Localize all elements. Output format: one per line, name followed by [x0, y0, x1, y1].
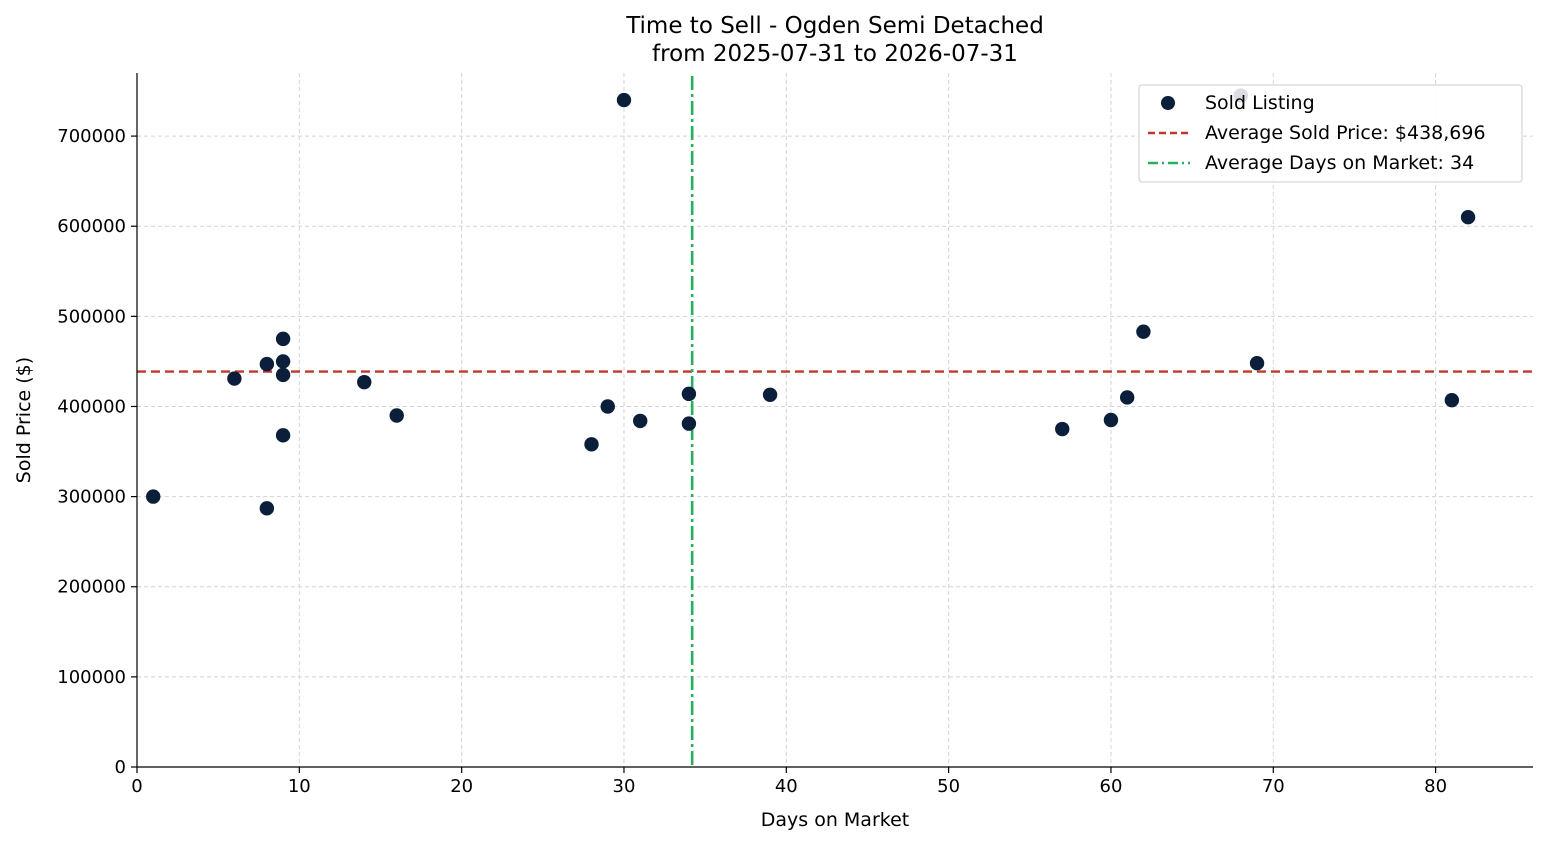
chart-subtitle: from 2025-07-31 to 2026-07-31 [652, 41, 1018, 67]
x-tick-label: 80 [1424, 776, 1447, 797]
data-point [1103, 412, 1119, 428]
x-tick-label: 20 [450, 776, 473, 797]
x-tick-label: 40 [775, 776, 798, 797]
y-tick-label: 700000 [57, 126, 126, 147]
x-tick-label: 70 [1262, 776, 1285, 797]
x-axis-ticks: 0 10 20 30 40 50 60 70 80 [131, 767, 1447, 797]
x-tick-label: 50 [937, 776, 960, 797]
legend-label-average-price: Average Sold Price: $438,696 [1205, 122, 1486, 144]
y-tick-label: 100000 [57, 667, 126, 688]
y-tick-label: 300000 [57, 487, 126, 508]
legend-box [1138, 84, 1523, 183]
data-point [275, 354, 291, 369]
y-tick-label: 200000 [57, 577, 126, 598]
data-point [1460, 210, 1476, 225]
data-point [227, 371, 242, 386]
y-tick-label: 0 [115, 757, 126, 778]
data-point [762, 387, 778, 402]
data-point [259, 501, 275, 516]
y-tick-label: 400000 [57, 396, 126, 417]
data-point [1136, 324, 1151, 339]
data-point [633, 413, 648, 429]
legend-label-sold-listing: Sold Listing [1205, 92, 1315, 114]
x-axis-title: Days on Market [761, 809, 909, 831]
x-tick-label: 30 [613, 776, 636, 797]
data-point [1119, 390, 1135, 405]
data-point [1055, 421, 1070, 437]
y-tick-label: 600000 [57, 216, 126, 237]
chart-title: Time to Sell - Ogden Semi Detached [625, 13, 1044, 39]
legend: Sold Listing Average Sold Price: $438,69… [1138, 84, 1523, 183]
data-point [389, 408, 404, 423]
legend-label-average-days: Average Days on Market: 34 [1205, 152, 1474, 174]
data-point [357, 374, 372, 390]
data-point [275, 367, 291, 383]
y-axis-ticks: 0 100000 200000 300000 400000 500000 600000 700… [57, 126, 137, 778]
legend-marker-sold-listing [1161, 96, 1175, 110]
data-point [275, 428, 291, 443]
data-point [600, 399, 615, 414]
x-tick-label: 0 [131, 776, 142, 797]
x-tick-label: 10 [288, 776, 311, 797]
data-point [584, 437, 599, 452]
data-point [259, 356, 275, 372]
data-point [146, 489, 161, 504]
x-tick-label: 60 [1100, 776, 1123, 797]
data-point [1444, 392, 1460, 408]
data-point [275, 331, 291, 347]
y-axis-title: Sold Price ($) [13, 357, 35, 483]
data-point [681, 416, 697, 431]
data-point [1249, 356, 1265, 371]
y-tick-label: 500000 [57, 306, 126, 327]
data-point [681, 386, 697, 402]
data-point [616, 92, 632, 108]
